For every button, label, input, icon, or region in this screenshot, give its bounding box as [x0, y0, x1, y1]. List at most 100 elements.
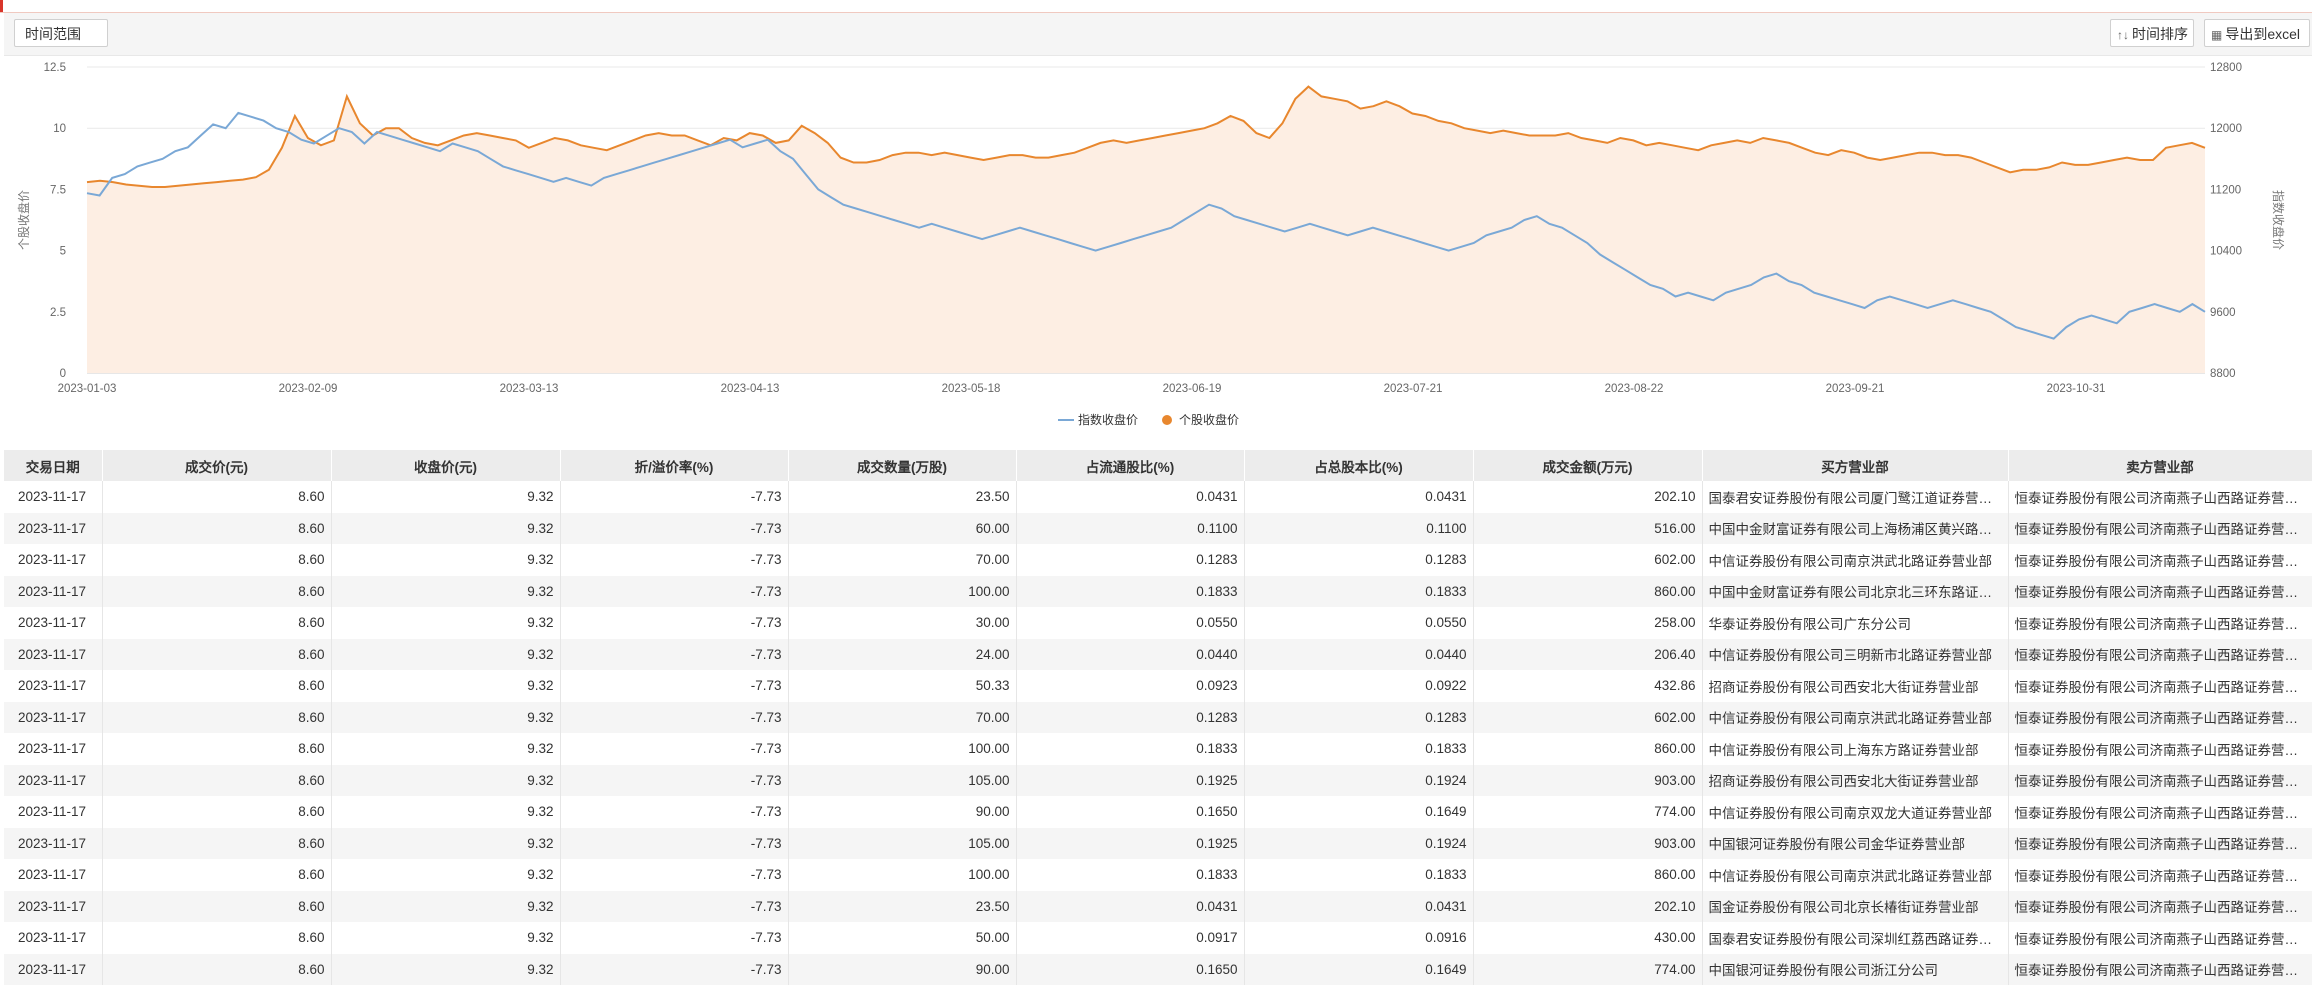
table-cell: 2023-11-17 — [4, 859, 103, 891]
table-row[interactable]: 2023-11-17 8.60 9.32 -7.73 60.00 0.1100 0.1100… — [4, 512, 2312, 544]
table-cell: 70.00 — [788, 544, 1017, 576]
table-cell: 0.1924 — [1244, 827, 1474, 859]
table-cell: 8.60 — [102, 670, 332, 702]
table-cell: 0.0922 — [1244, 670, 1474, 702]
table-row[interactable]: 2023-11-17 8.60 9.32 -7.73 24.00 0.0440 0.0440… — [4, 638, 2312, 670]
right-tick-label: 12800 — [2210, 62, 2242, 74]
table-cell: 2023-11-17 — [4, 953, 103, 985]
table-cell: 0.0431 — [1016, 890, 1245, 922]
x-tick-label: 2023-05-18 — [942, 383, 1001, 395]
table-cell: 100.00 — [788, 733, 1017, 765]
table-cell: 9.32 — [331, 827, 561, 859]
table-cell: -7.73 — [560, 670, 789, 702]
table-cell: 202.10 — [1473, 890, 1703, 922]
table-cell: 0.0916 — [1244, 922, 1474, 954]
x-tick-label: 2023-02-09 — [279, 383, 338, 395]
table-cell: 中信证券股份有限公司南京洪武北路证券营业部 — [1702, 701, 2009, 733]
table-row[interactable]: 2023-11-17 8.60 9.32 -7.73 105.00 0.1925 0.192… — [4, 764, 2312, 796]
column-header[interactable]: 成交数量(万股) — [788, 450, 1017, 481]
table-cell: 0.0440 — [1244, 638, 1474, 670]
table-cell: 202.10 — [1473, 481, 1703, 513]
legend-stock-label[interactable]: 个股收盘价 — [1179, 412, 1239, 427]
table-cell: 860.00 — [1473, 575, 1703, 607]
table-cell: 23.50 — [788, 481, 1017, 513]
table-cell: 8.60 — [102, 481, 332, 513]
table-cell: -7.73 — [560, 638, 789, 670]
table-cell: 2023-11-17 — [4, 544, 103, 576]
table-cell: 招商证券股份有限公司西安北大街证券营业部 — [1702, 670, 2009, 702]
table-cell: 8.60 — [102, 890, 332, 922]
toolbar: 时间范围 ↑↓ 时间排序 ▦ 导出到excel — [4, 13, 2312, 56]
table-cell: 602.00 — [1473, 701, 1703, 733]
right-tick-label: 9600 — [2210, 307, 2236, 319]
x-axis-ticks: 2023-01-03 2023-02-09 2023-03-13 2023-04-13… — [58, 383, 2106, 395]
left-tick-label: 10 — [53, 123, 66, 135]
table-cell: 0.1924 — [1244, 764, 1474, 796]
table-cell: 432.86 — [1473, 670, 1703, 702]
left-axis-label: 个股收盘价 — [16, 190, 31, 250]
table-cell: 8.60 — [102, 512, 332, 544]
table-row[interactable]: 2023-11-17 8.60 9.32 -7.73 90.00 0.1650 0.1649… — [4, 953, 2312, 985]
table-cell: 中国中金财富证券有限公司北京北三环东路证券营业部 — [1702, 575, 2009, 607]
table-row[interactable]: 2023-11-17 8.60 9.32 -7.73 100.00 0.1833 0.183… — [4, 575, 2312, 607]
table-cell: 恒泰证券股份有限公司济南燕子山西路证券营业部 — [2008, 575, 2312, 607]
column-header[interactable]: 成交价(元) — [102, 450, 332, 481]
table-cell: 0.1283 — [1244, 544, 1474, 576]
column-header[interactable]: 占流通股比(%) — [1016, 450, 1245, 481]
table-row[interactable]: 2023-11-17 8.60 9.32 -7.73 30.00 0.0550 0.0550… — [4, 607, 2312, 639]
table-row[interactable]: 2023-11-17 8.60 9.32 -7.73 70.00 0.1283 0.1283… — [4, 701, 2312, 733]
table-cell: 9.32 — [331, 638, 561, 670]
column-header[interactable]: 占总股本比(%) — [1244, 450, 1474, 481]
table-cell: 恒泰证券股份有限公司济南燕子山西路证券营业部 — [2008, 733, 2312, 765]
column-header[interactable]: 买方营业部 — [1702, 450, 2009, 481]
table-cell: 430.00 — [1473, 922, 1703, 954]
table-cell: 30.00 — [788, 607, 1017, 639]
table-cell: -7.73 — [560, 512, 789, 544]
table-cell: 华泰证券股份有限公司广东分公司 — [1702, 607, 2009, 639]
table-cell: 8.60 — [102, 953, 332, 985]
table-cell: -7.73 — [560, 922, 789, 954]
table-cell: 恒泰证券股份有限公司济南燕子山西路证券营业部 — [2008, 922, 2312, 954]
table-cell: 恒泰证券股份有限公司济南燕子山西路证券营业部 — [2008, 701, 2312, 733]
table-row[interactable]: 2023-11-17 8.60 9.32 -7.73 100.00 0.1833 0.183… — [4, 733, 2312, 765]
table-cell: 2023-11-17 — [4, 796, 103, 828]
table-row[interactable]: 2023-11-17 8.60 9.32 -7.73 50.00 0.0917 0.0916… — [4, 922, 2312, 954]
table-cell: 258.00 — [1473, 607, 1703, 639]
table-cell: 8.60 — [102, 575, 332, 607]
left-tick-label: 0 — [60, 368, 66, 380]
export-excel-button[interactable]: ▦ 导出到excel — [2204, 19, 2310, 47]
x-tick-label: 2023-10-31 — [2047, 383, 2106, 395]
table-cell: 恒泰证券股份有限公司济南燕子山西路证券营业部 — [2008, 512, 2312, 544]
left-axis-ticks: 0 2.5 5 7.5 10 12.5 — [44, 62, 66, 380]
time-range-button[interactable]: 时间范围 — [14, 19, 108, 47]
table-cell: 0.1283 — [1244, 701, 1474, 733]
table-cell: 0.1833 — [1016, 733, 1245, 765]
column-header[interactable]: 交易日期 — [4, 450, 103, 481]
table-cell: -7.73 — [560, 764, 789, 796]
table-row[interactable]: 2023-11-17 8.60 9.32 -7.73 100.00 0.1833 0.183… — [4, 859, 2312, 891]
column-header[interactable]: 折/溢价率(%) — [560, 450, 789, 481]
column-header[interactable]: 卖方营业部 — [2008, 450, 2312, 481]
table-cell: 0.1649 — [1244, 796, 1474, 828]
legend-index-label[interactable]: 指数收盘价 — [1078, 412, 1138, 427]
table-row[interactable]: 2023-11-17 8.60 9.32 -7.73 50.33 0.0923 0.0922… — [4, 670, 2312, 702]
table-cell: 0.1833 — [1244, 859, 1474, 891]
table-row[interactable]: 2023-11-17 8.60 9.32 -7.73 90.00 0.1650 0.1649… — [4, 796, 2312, 828]
table-row[interactable]: 2023-11-17 8.60 9.32 -7.73 23.50 0.0431 0.0431… — [4, 890, 2312, 922]
table-cell: 9.32 — [331, 670, 561, 702]
column-header[interactable]: 成交金额(万元) — [1473, 450, 1703, 481]
table-cell: 0.1649 — [1244, 953, 1474, 985]
x-tick-label: 2023-06-19 — [1163, 383, 1222, 395]
table-cell: 招商证券股份有限公司西安北大街证券营业部 — [1702, 764, 2009, 796]
table-row[interactable]: 2023-11-17 8.60 9.32 -7.73 105.00 0.1925 0.192… — [4, 827, 2312, 859]
time-sort-button[interactable]: ↑↓ 时间排序 — [2110, 19, 2194, 47]
table-cell: -7.73 — [560, 607, 789, 639]
table-cell: 0.0917 — [1016, 922, 1245, 954]
table-row[interactable]: 2023-11-17 8.60 9.32 -7.73 70.00 0.1283 0.1283… — [4, 544, 2312, 576]
table-cell: 9.32 — [331, 575, 561, 607]
table-cell: 8.60 — [102, 796, 332, 828]
column-header[interactable]: 收盘价(元) — [331, 450, 561, 481]
x-tick-label: 2023-03-13 — [500, 383, 559, 395]
table-row[interactable]: 2023-11-17 8.60 9.32 -7.73 23.50 0.0431 0.0431… — [4, 481, 2312, 513]
table-cell: 恒泰证券股份有限公司济南燕子山西路证券营业部 — [2008, 670, 2312, 702]
